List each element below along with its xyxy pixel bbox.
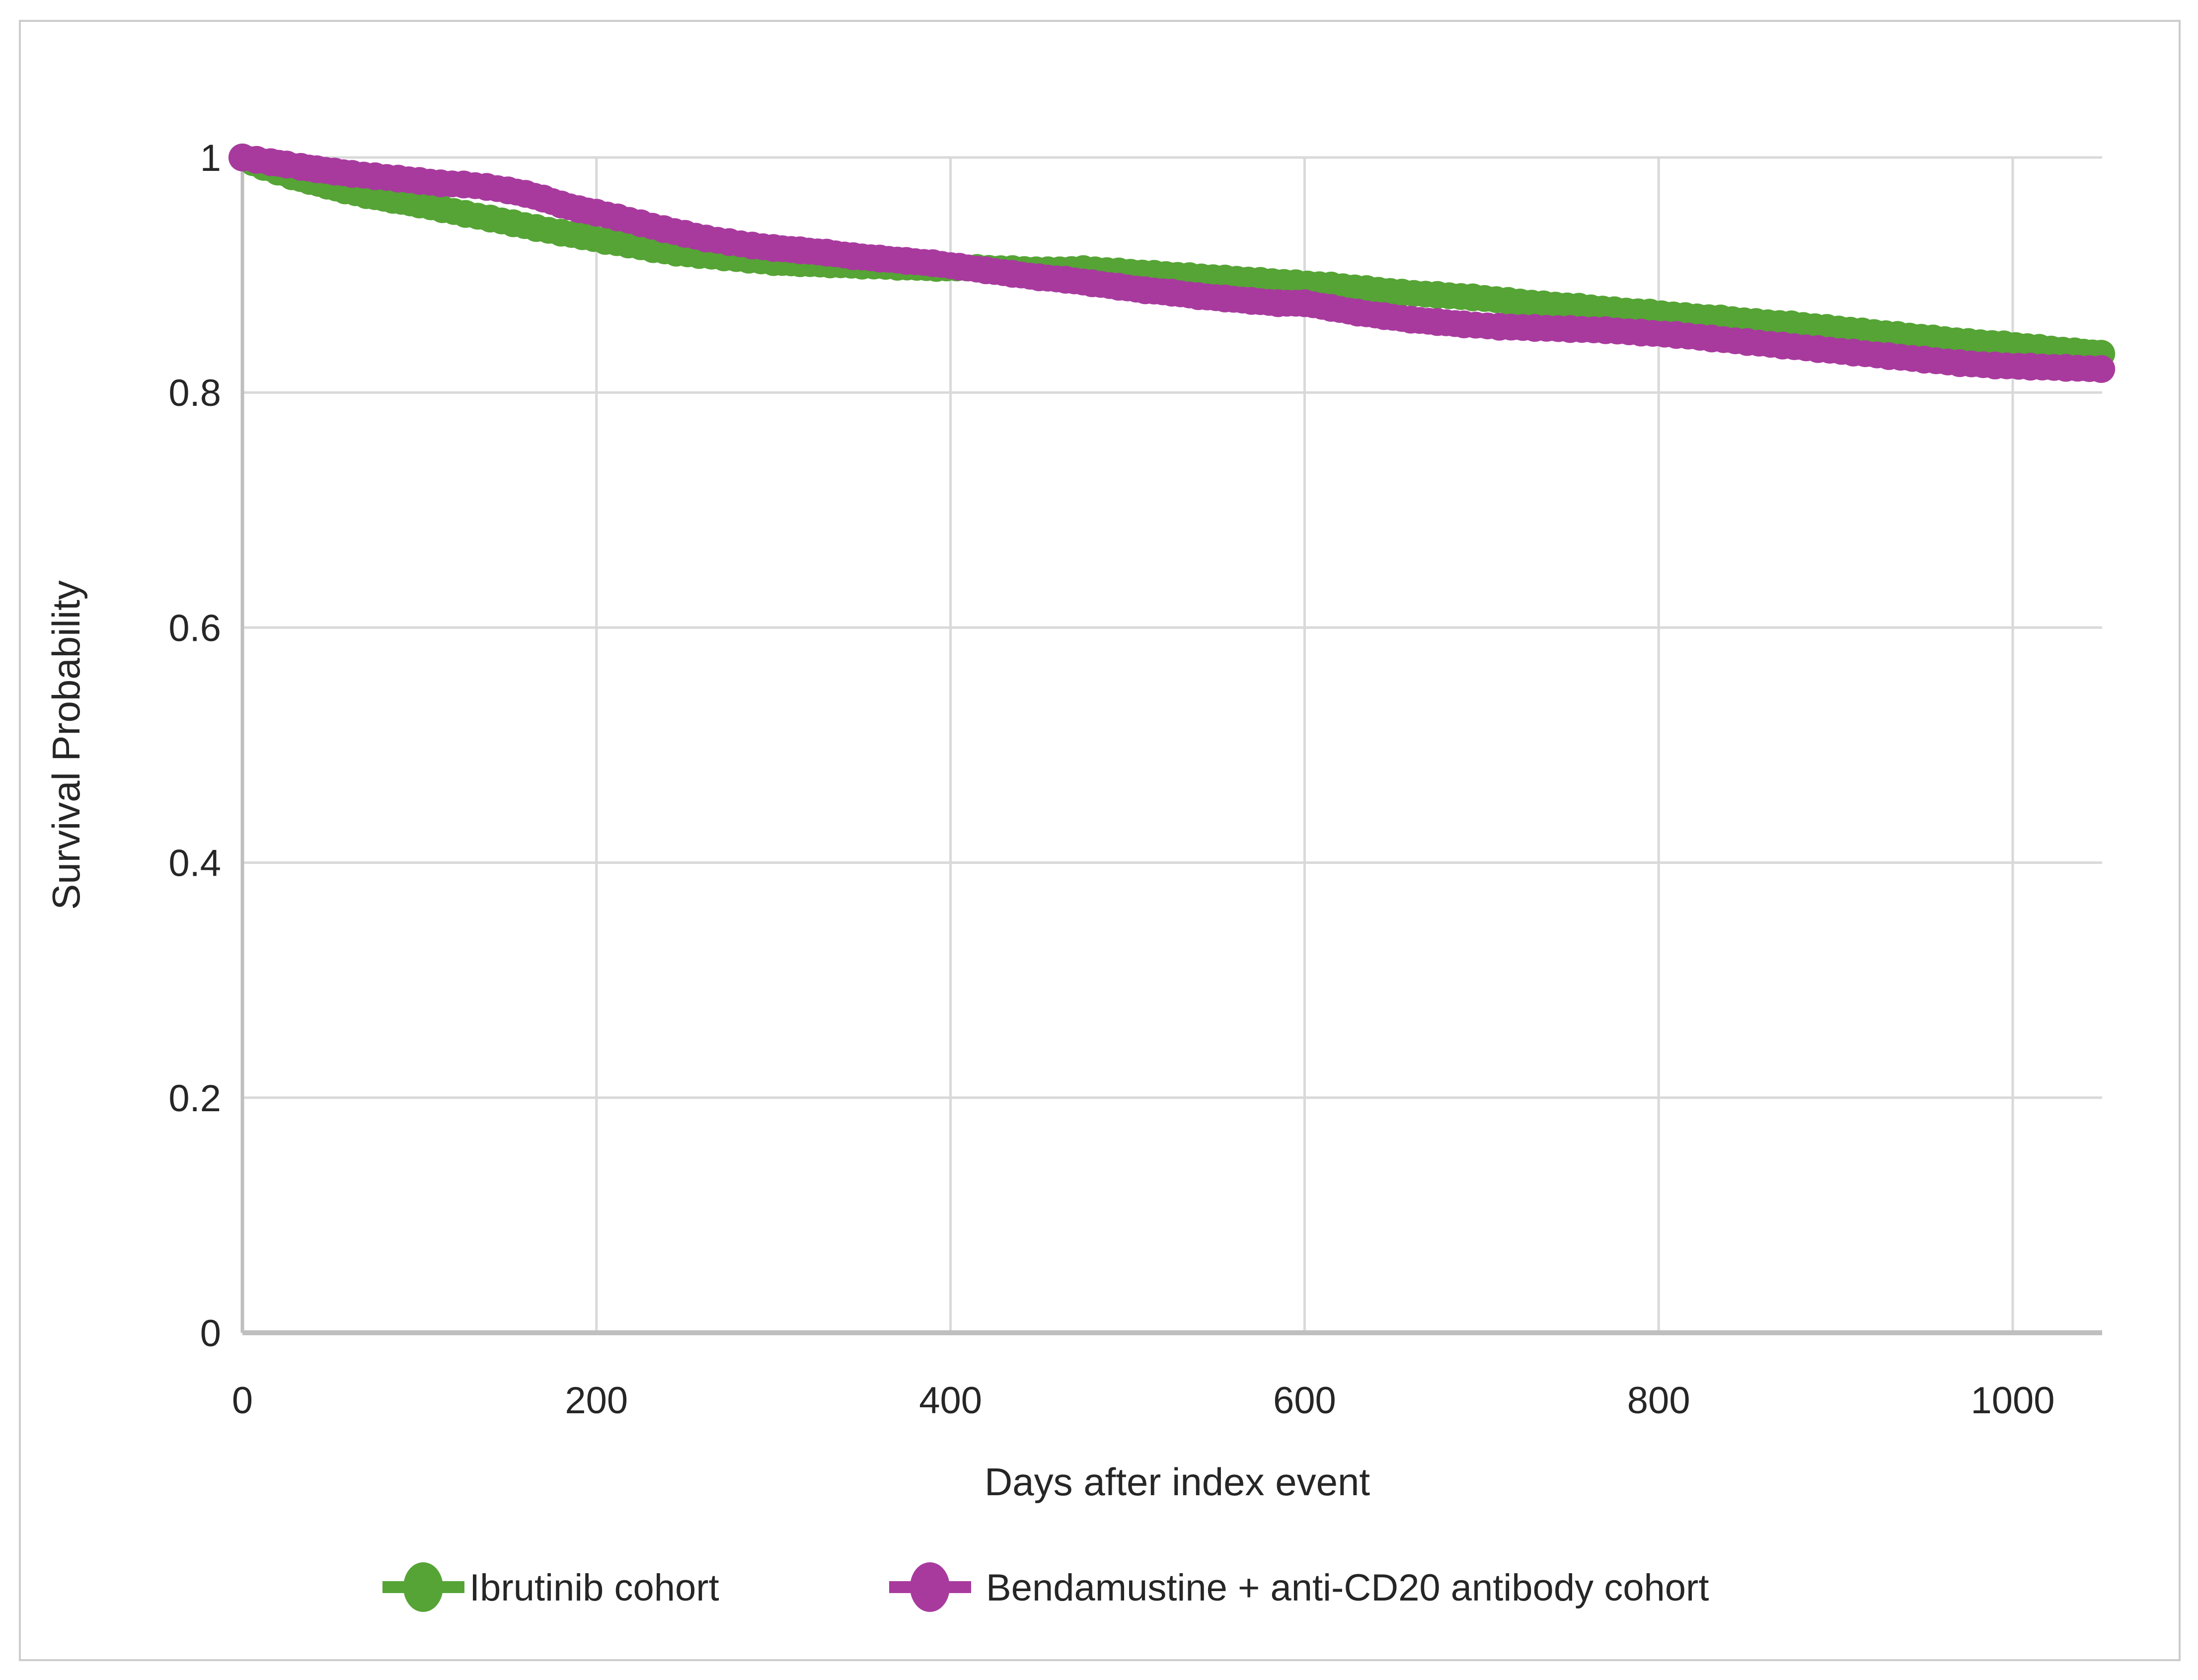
x-tick-label-0: 0 <box>232 1379 253 1422</box>
y-axis-title: Survival Probability <box>44 580 88 910</box>
legend-item-bendamustine[interactable]: Bendamustine + anti-CD20 antibody cohort <box>889 1562 1709 1612</box>
legend: Ibrutinib cohort Bendamustine + anti-CD2… <box>382 1562 1709 1612</box>
x-axis-title: Days after index event <box>985 1460 1370 1504</box>
figure-border <box>19 20 2181 1661</box>
series-layer <box>228 144 2116 383</box>
legend-label-bendamustine: Bendamustine + anti-CD20 antibody cohort <box>986 1567 1709 1609</box>
tick-labels: 0 200 400 600 800 1000 1 0.8 0.6 0.4 0.2 0 <box>168 137 2054 1422</box>
y-tick-label-0: 0 <box>200 1312 221 1355</box>
x-tick-label-400: 400 <box>919 1379 982 1422</box>
bendamustine-legend-marker-icon <box>910 1562 950 1612</box>
legend-item-ibrutinib[interactable]: Ibrutinib cohort <box>382 1562 719 1612</box>
y-tick-label-0.8: 0.8 <box>168 372 221 414</box>
y-tick-label-0.4: 0.4 <box>168 842 221 885</box>
x-tick-label-200: 200 <box>565 1379 628 1422</box>
legend-label-ibrutinib: Ibrutinib cohort <box>469 1567 719 1609</box>
y-tick-label-1: 1 <box>200 137 221 179</box>
y-tick-label-0.6: 0.6 <box>168 607 221 649</box>
x-tick-label-800: 800 <box>1627 1379 1690 1422</box>
x-tick-label-600: 600 <box>1273 1379 1336 1422</box>
series-bendamustine <box>228 144 2116 383</box>
ibrutinib-legend-marker-icon <box>403 1562 443 1612</box>
x-tick-label-1000: 1000 <box>1971 1379 2054 1422</box>
data-point-marker <box>2087 355 2116 383</box>
y-tick-label-0.2: 0.2 <box>168 1077 221 1120</box>
